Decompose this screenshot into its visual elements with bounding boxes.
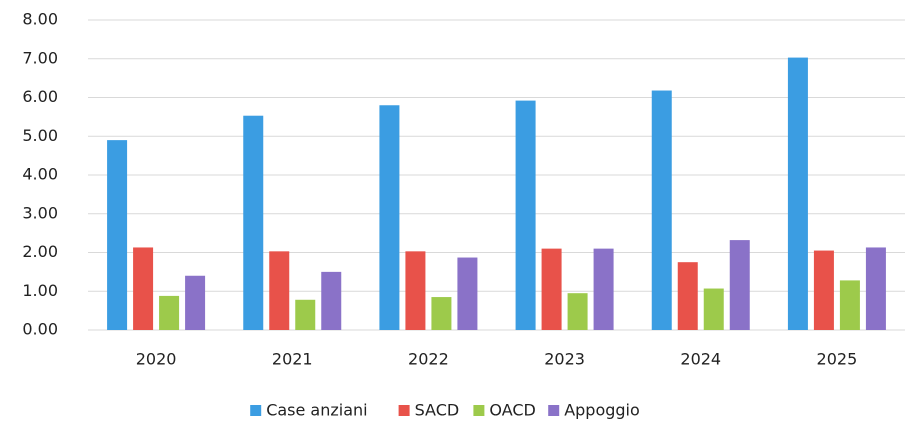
legend-swatch [250, 405, 262, 416]
y-tick-label: 8.00 [22, 10, 58, 29]
y-tick-label: 1.00 [22, 281, 58, 300]
x-tick-label: 2025 [817, 350, 858, 369]
x-tick-label: 2020 [136, 350, 177, 369]
bar [839, 280, 860, 330]
bar [243, 115, 264, 331]
bar [107, 140, 128, 330]
legend-label: OACD [489, 401, 535, 420]
bar [677, 262, 698, 330]
legend-swatch [398, 405, 410, 416]
bar [295, 299, 316, 330]
y-tick-label: 2.00 [22, 242, 58, 261]
bar [729, 240, 750, 330]
y-tick-label: 6.00 [22, 87, 58, 106]
bar [865, 247, 886, 330]
y-tick-label: 0.00 [22, 320, 58, 339]
bar [321, 271, 342, 330]
bar [651, 90, 672, 331]
bar [405, 251, 426, 330]
bar [133, 247, 154, 330]
bar [457, 257, 478, 330]
legend-label: Appoggio [564, 401, 640, 420]
legend-label: Case anziani [266, 401, 367, 420]
x-tick-label: 2024 [680, 350, 721, 369]
x-tick-label: 2021 [272, 350, 313, 369]
bar [185, 275, 206, 330]
bar [515, 100, 536, 330]
bar [787, 57, 808, 331]
bar [379, 105, 400, 330]
bar [269, 251, 290, 330]
bar [593, 248, 614, 330]
x-tick-label: 2022 [408, 350, 449, 369]
y-tick-label: 3.00 [22, 203, 58, 222]
x-tick-label: 2023 [544, 350, 585, 369]
y-tick-label: 4.00 [22, 165, 58, 184]
bar [159, 295, 180, 330]
bar [541, 248, 562, 330]
y-tick-label: 7.00 [22, 48, 58, 67]
y-tick-label: 5.00 [22, 126, 58, 145]
bar [567, 293, 588, 330]
bar [813, 250, 834, 330]
legend-swatch [473, 405, 485, 416]
bar [703, 288, 724, 330]
bar [431, 297, 452, 330]
legend-swatch [548, 405, 560, 416]
legend-label: SACD [415, 401, 460, 420]
